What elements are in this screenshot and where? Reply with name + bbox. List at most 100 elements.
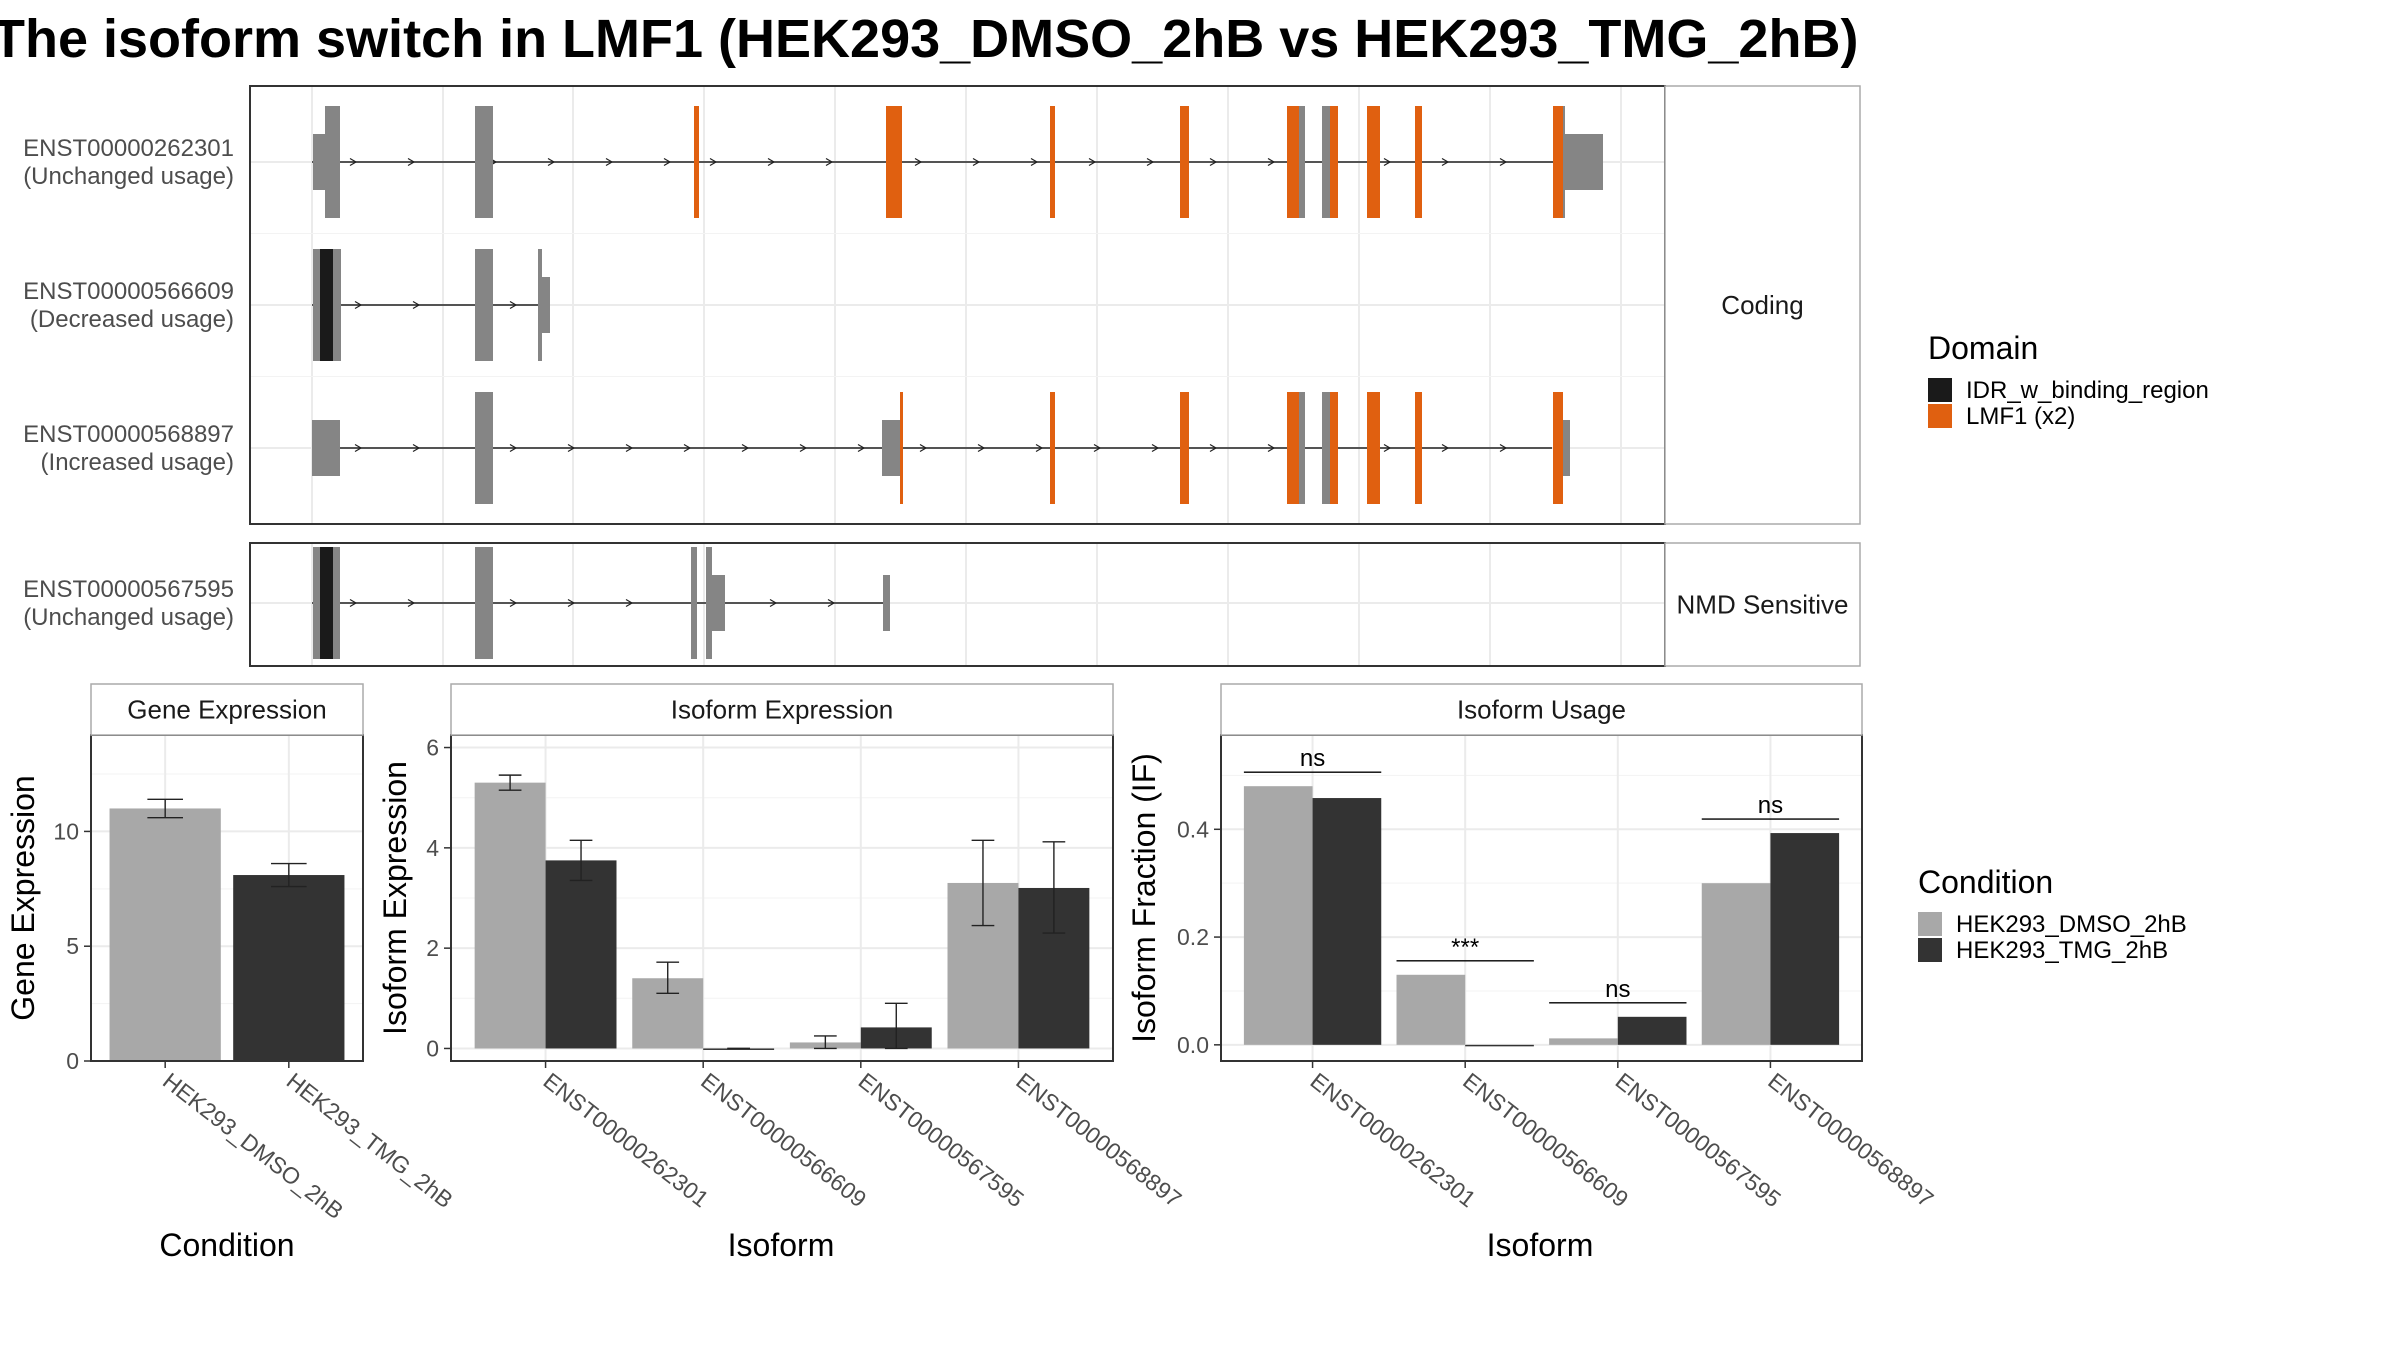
x-tick-label: ENST00000568897	[1011, 1067, 1186, 1212]
transcript-usage-label: (Decreased usage)	[30, 306, 234, 333]
strand-arrow	[1383, 443, 1392, 453]
strand-arrow	[1267, 157, 1276, 167]
condition-legend-swatch	[1918, 938, 1942, 962]
strand-arrow	[1035, 443, 1044, 453]
lmf1-domain-block	[1367, 392, 1380, 504]
lmf1-domain-block	[1180, 106, 1189, 218]
significance-label: ns	[1758, 792, 1783, 819]
lmf1-domain-block	[1415, 392, 1422, 504]
strand-arrow	[914, 157, 923, 167]
strand-arrow	[509, 598, 518, 608]
y-tick-label: 0	[426, 1035, 439, 1061]
strand-arrow	[741, 443, 750, 453]
exon-block	[1563, 106, 1565, 218]
y-tick-label: 5	[66, 933, 79, 959]
exon-block	[312, 420, 340, 476]
panel-title: Gene Expression	[127, 695, 326, 725]
strand-arrow	[825, 157, 834, 167]
strand-arrow	[1441, 157, 1450, 167]
strand-arrow	[769, 598, 778, 608]
strand-arrow	[709, 157, 718, 167]
y-tick-label: 4	[426, 835, 439, 861]
bar-ENST00000262301-HEK293_TMG_2hB	[545, 860, 617, 1049]
transcript-usage-label: (Increased usage)	[41, 449, 234, 476]
strand-arrow	[1383, 157, 1392, 167]
strand-arrow	[977, 443, 986, 453]
panel-title: Isoform Usage	[1457, 695, 1626, 725]
transcript-usage-label: (Unchanged usage)	[23, 163, 234, 190]
bar-ENST00000567595-HEK293_DMSO_2hB	[1549, 1038, 1618, 1045]
strand-arrow	[1499, 157, 1508, 167]
strand-arrow	[919, 443, 928, 453]
y-tick-label: 0.0	[1177, 1032, 1209, 1058]
bar-panel-isoform-usage: ns *** ns ns Isoform Usage 0.0 0.2 0.4 ENST00000…	[1126, 683, 1939, 1263]
y-tick-label: 0	[66, 1048, 79, 1074]
strand-arrow	[683, 443, 692, 453]
x-axis-title: Condition	[159, 1227, 294, 1263]
y-tick-label: 2	[426, 935, 439, 961]
lmf1-domain-block	[1050, 106, 1055, 218]
exon-block	[542, 277, 550, 333]
strand-arrow	[972, 157, 981, 167]
lmf1-domain-block	[1287, 106, 1299, 218]
lmf1-domain-block	[1050, 392, 1055, 504]
y-axis-title: Isoform Fraction (IF)	[1126, 753, 1162, 1043]
facet-strip	[1664, 85, 1861, 525]
lmf1-domain-block	[694, 106, 699, 218]
exon-block	[1322, 106, 1330, 218]
lmf1-domain-block	[1330, 106, 1338, 218]
strand-arrow	[1267, 443, 1276, 453]
exon-block	[475, 106, 493, 218]
x-tick-label: ENST00000566609	[696, 1067, 871, 1212]
condition-legend-label: HEK293_TMG_2hB	[1956, 937, 2168, 964]
bar-ENST00000568897-HEK293_DMSO_2hB	[1701, 883, 1771, 1045]
facet-strip	[1664, 542, 1861, 667]
lmf1-domain-block	[900, 392, 903, 504]
strand-arrow	[1441, 443, 1450, 453]
strand-arrow	[857, 443, 866, 453]
bar-ENST00000568897-HEK293_TMG_2hB	[1770, 833, 1840, 1045]
strand-arrow	[412, 300, 421, 310]
transcript-usage-label: (Unchanged usage)	[23, 604, 234, 631]
exon-block	[1563, 420, 1570, 476]
lmf1-domain-block	[1330, 392, 1338, 504]
panel-background	[250, 543, 1665, 666]
significance-label: ***	[1451, 934, 1479, 961]
bar-HEK293_DMSO_2hB	[109, 808, 221, 1061]
strand-arrow	[1151, 443, 1160, 453]
exon-block	[313, 249, 320, 361]
bar-ENST00000566609-HEK293_TMG_2hB	[703, 1048, 775, 1050]
y-tick-label: 0.2	[1177, 924, 1209, 950]
domain-legend-label: LMF1 (x2)	[1966, 403, 2075, 430]
domain-legend-label: IDR_w_binding_region	[1966, 377, 2209, 404]
exon-block	[333, 547, 340, 659]
facet-strip	[450, 683, 1114, 736]
bar-ENST00000262301-HEK293_DMSO_2hB	[1243, 786, 1313, 1045]
strand-arrow	[349, 598, 358, 608]
strand-arrow	[1209, 157, 1218, 167]
strand-arrow	[349, 157, 358, 167]
x-tick-label: ENST00000566609	[1458, 1067, 1633, 1212]
strand-arrow	[625, 443, 634, 453]
domain-legend-swatch	[1928, 404, 1952, 428]
x-tick-label: ENST00000567595	[854, 1067, 1029, 1212]
strand-arrow	[407, 157, 416, 167]
domain-legend-title: Domain	[1928, 330, 2038, 366]
x-axis-title: Isoform	[728, 1227, 835, 1263]
facet-strip	[1220, 683, 1863, 736]
exon-block	[475, 547, 493, 659]
strand-arrow	[407, 598, 416, 608]
strand-arrow	[1146, 157, 1155, 167]
exon-block	[1299, 106, 1305, 218]
lmf1-domain-block	[1287, 392, 1299, 504]
strand-arrow	[1030, 157, 1039, 167]
strand-arrow	[1093, 443, 1102, 453]
lmf1-domain-block	[886, 106, 902, 218]
transcript-ENST00000567595	[312, 547, 890, 659]
exon-block	[712, 575, 725, 631]
strand-arrow	[1499, 443, 1508, 453]
bar-ENST00000566609-HEK293_DMSO_2hB	[1396, 974, 1466, 1045]
facet-strip	[90, 683, 364, 736]
